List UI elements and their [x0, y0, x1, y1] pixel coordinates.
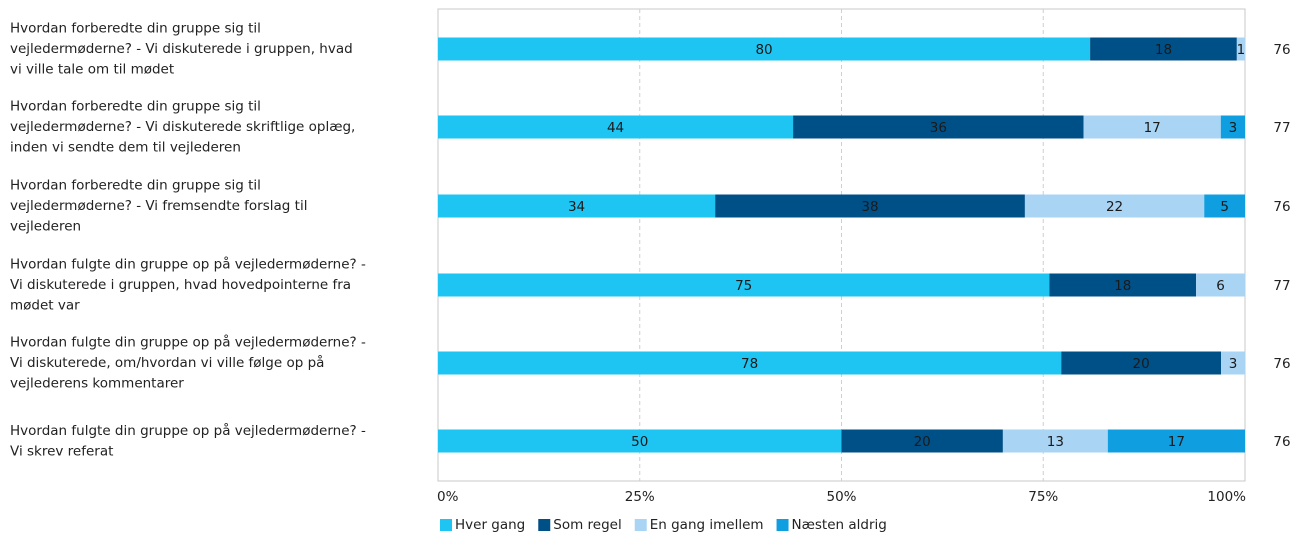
data-label: 22	[1106, 199, 1123, 215]
bar-segment	[841, 429, 1003, 453]
x-tick-label: 25%	[625, 489, 655, 505]
legend-label: Som regel	[553, 517, 621, 533]
data-label: 50	[631, 434, 648, 450]
category-label: vejledermøderne? - Vi diskuterede skrift…	[10, 119, 355, 135]
bar-segment	[438, 351, 1062, 375]
category-label: Hvordan forberedte din gruppe sig til	[10, 21, 261, 37]
legend-swatch	[440, 519, 452, 531]
bar-segment	[438, 273, 1050, 297]
data-label: 44	[607, 120, 624, 136]
bar-segment	[438, 37, 1091, 61]
category-label: inden vi sendte dem til vejlederen	[10, 140, 241, 156]
bar-segment	[1221, 351, 1245, 375]
bar-segment	[1236, 37, 1245, 61]
x-tick-label: 0%	[437, 489, 459, 505]
category-label: Hvordan fulgte din gruppe op på vejleder…	[10, 422, 366, 439]
data-label: 6	[1216, 278, 1225, 294]
bar-segment	[1107, 429, 1245, 453]
category-label: vi ville tale om til mødet	[10, 62, 174, 78]
category-label: Hvordan forberedte din gruppe sig til	[10, 99, 261, 115]
x-tick-label: 100%	[1207, 489, 1246, 505]
category-label: Hvordan fulgte din gruppe op på vejleder…	[10, 256, 366, 273]
legend-swatch	[776, 519, 789, 531]
bar-segment	[1083, 115, 1221, 139]
n-count-label: 76	[1273, 434, 1290, 450]
data-label: 5	[1220, 199, 1229, 215]
data-label: 38	[861, 199, 878, 215]
bar-segment	[1204, 194, 1245, 218]
category-label: Hvordan fulgte din gruppe op på vejleder…	[10, 334, 366, 351]
x-tick-label: 75%	[1028, 489, 1058, 505]
bar-segment	[1090, 37, 1237, 61]
category-label: Vi diskuterede i gruppen, hvad hovedpoin…	[10, 277, 351, 293]
bar-segment	[1220, 115, 1245, 139]
legend-label: Hver gang	[455, 517, 525, 533]
bar-segment	[1061, 351, 1222, 375]
category-label: mødet var	[10, 298, 80, 314]
data-label: 34	[568, 199, 585, 215]
data-label: 20	[914, 434, 931, 450]
data-label: 3	[1229, 356, 1238, 372]
data-label: 36	[930, 120, 947, 136]
data-label: 78	[741, 356, 758, 372]
legend-swatch	[538, 519, 551, 531]
category-label: vejledermøderne? - Vi diskuterede i grup…	[10, 41, 353, 57]
n-count-label: 76	[1273, 356, 1290, 372]
data-label: 20	[1133, 356, 1150, 372]
legend-label: En gang imellem	[650, 517, 764, 533]
bar-segment	[715, 194, 1025, 218]
data-label: 17	[1144, 120, 1161, 136]
bar-segment	[793, 115, 1084, 139]
x-tick-label: 50%	[826, 489, 856, 505]
data-label: 75	[735, 278, 752, 294]
data-label: 13	[1047, 434, 1064, 450]
category-label: vejlederen	[10, 219, 81, 235]
data-label: 80	[755, 42, 772, 58]
category-label: Vi diskuterede, om/hvordan vi ville følg…	[10, 354, 324, 371]
legend-swatch	[634, 519, 647, 531]
bar-segment	[438, 194, 716, 218]
data-label: 17	[1168, 434, 1185, 450]
bar-segment	[438, 115, 794, 139]
category-label: Hvordan forberedte din gruppe sig til	[10, 178, 261, 194]
bar-segment	[1024, 194, 1205, 218]
n-count-label: 77	[1273, 278, 1290, 294]
data-label: 3	[1229, 120, 1238, 136]
n-count-label: 76	[1273, 42, 1290, 58]
data-label: 1	[1237, 42, 1246, 58]
data-label: 18	[1155, 42, 1172, 58]
category-label: vejledermøderne? - Vi fremsendte forslag…	[10, 198, 307, 214]
category-label: Vi skrev referat	[10, 443, 113, 459]
bar-segment	[1196, 273, 1245, 297]
category-label: vejlederens kommentarer	[10, 376, 184, 392]
bar-segment	[1049, 273, 1197, 297]
legend-label: Næsten aldrig	[792, 517, 887, 533]
bar-segment	[438, 429, 842, 453]
n-count-label: 76	[1273, 199, 1290, 215]
bar-segment	[1002, 429, 1108, 453]
n-count-label: 77	[1273, 120, 1290, 136]
data-label: 18	[1114, 278, 1131, 294]
